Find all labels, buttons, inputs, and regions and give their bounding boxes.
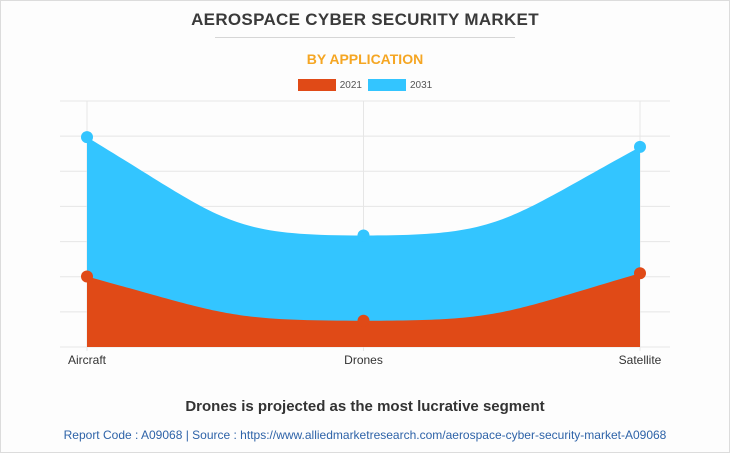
report-source-footer: Report Code : A09068 | Source : https://… <box>63 428 667 442</box>
series-2031-area <box>87 137 640 347</box>
chart-caption: Drones is projected as the most lucrativ… <box>185 398 545 415</box>
series-2021-point-drones <box>357 314 370 327</box>
series-2031-point-aircraft <box>81 131 93 144</box>
series-2021-point-aircraft <box>81 270 93 283</box>
x-tick-label-aircraft: Aircraft <box>68 353 107 367</box>
legend-label-2021: 2021 <box>339 79 362 91</box>
legend-label-2031: 2031 <box>410 79 433 91</box>
series-2021-area <box>87 273 640 347</box>
legend-item-2031[interactable]: 2031 <box>368 79 432 91</box>
legend-swatch-2031 <box>368 79 406 91</box>
chart-legend: 2021 2031 <box>0 79 730 91</box>
series-2021-point-satellite <box>634 267 646 280</box>
legend-item-2021[interactable]: 2021 <box>297 79 362 91</box>
title-divider <box>215 37 515 38</box>
chart-title: AEROSPACE CYBER SECURITY MARKET <box>191 10 539 29</box>
chart-subtitle: BY APPLICATION <box>306 51 424 67</box>
x-tick-label-drones: Drones <box>344 353 383 367</box>
legend-swatch-2021 <box>297 79 336 91</box>
x-tick-label-satellite: Satellite <box>619 353 662 367</box>
series-2031-point-satellite <box>634 140 646 153</box>
series-2031-point-drones <box>357 229 370 242</box>
